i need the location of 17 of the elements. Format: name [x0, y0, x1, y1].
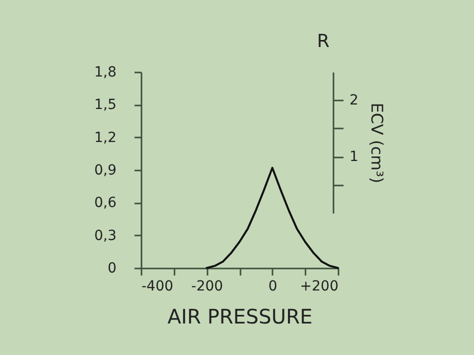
y-tick-label: 1,8	[94, 64, 116, 80]
y-tick-label: 0	[108, 260, 116, 276]
y-tick-label: 1,2	[94, 130, 116, 146]
x-tick-label: +200	[300, 278, 338, 294]
y-tick-label: 1,5	[94, 97, 116, 114]
y2-tick-label: 2	[350, 92, 358, 109]
x-axis-title: AIR PRESSURE	[168, 304, 312, 328]
y2-tick-label: 1	[350, 149, 358, 166]
y2-axis-title: ECV (cm³)	[367, 102, 386, 184]
x-tick-label: -400	[142, 278, 174, 294]
text: R	[316, 31, 330, 52]
y-tick-label: 0,6	[94, 195, 117, 212]
x-tick-label: -200	[191, 278, 224, 294]
y-tick-label: 0,3	[94, 228, 116, 244]
line-series	[206, 166, 339, 269]
x-tick-label: 0	[268, 278, 278, 294]
y-tick-label: 0,9	[94, 162, 116, 178]
